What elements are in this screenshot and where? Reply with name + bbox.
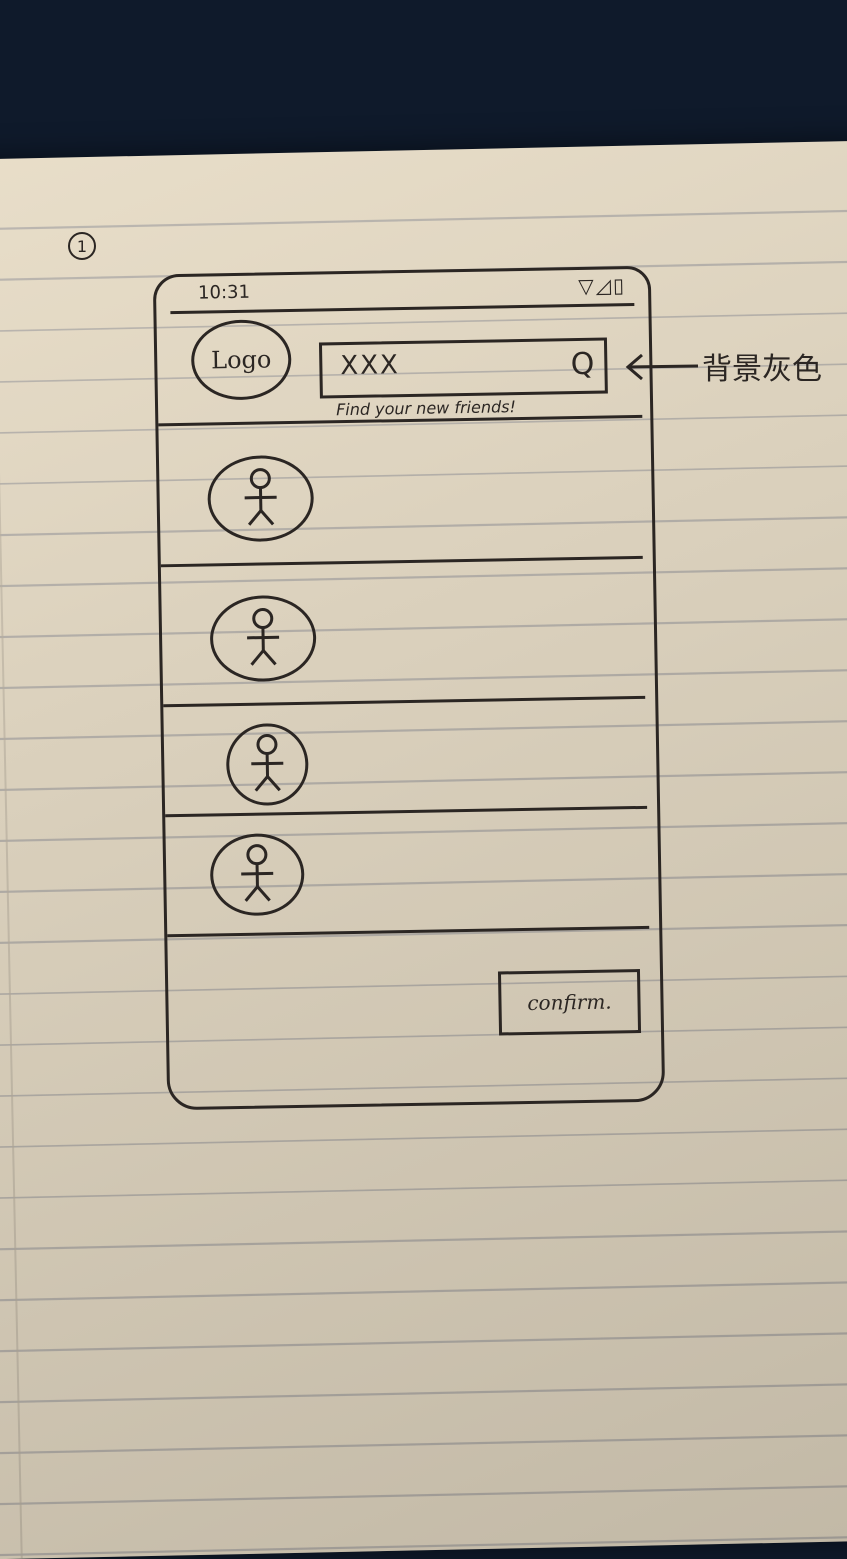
stick-figure-icon [233,842,282,905]
header: Logo XXX Q Find your new friends! [156,303,650,412]
search-caption: Find your new friends! [336,397,516,419]
status-bar: 10:31 ▽◿▯ [170,275,634,307]
list-item[interactable] [158,419,652,568]
status-icons: ▽◿▯ [578,273,626,298]
confirm-button[interactable]: confirm. [498,969,641,1035]
stick-figure-icon [239,606,288,669]
status-time: 10:31 [198,282,250,304]
list-item[interactable] [161,559,655,708]
search-input[interactable]: XXX Q [319,337,608,398]
search-value: XXX [340,350,400,381]
search-icon[interactable]: Q [570,347,594,382]
arrow-left-icon [622,352,700,382]
avatar[interactable] [210,833,305,917]
list-item[interactable] [165,809,659,938]
friend-list [158,419,659,938]
row-divider [167,926,649,937]
avatar[interactable] [226,723,309,806]
avatar[interactable] [209,595,316,683]
list-item[interactable] [163,699,657,818]
phone-wireframe: 10:31 ▽◿▯ Logo XXX Q Find your new frien… [153,266,666,1111]
stick-figure-icon [236,466,285,529]
avatar[interactable] [207,455,314,543]
background-color-note: 背景灰色 [702,344,822,388]
logo: Logo [191,319,292,401]
page-number: 1 [68,232,96,260]
stick-figure-icon [243,732,292,795]
